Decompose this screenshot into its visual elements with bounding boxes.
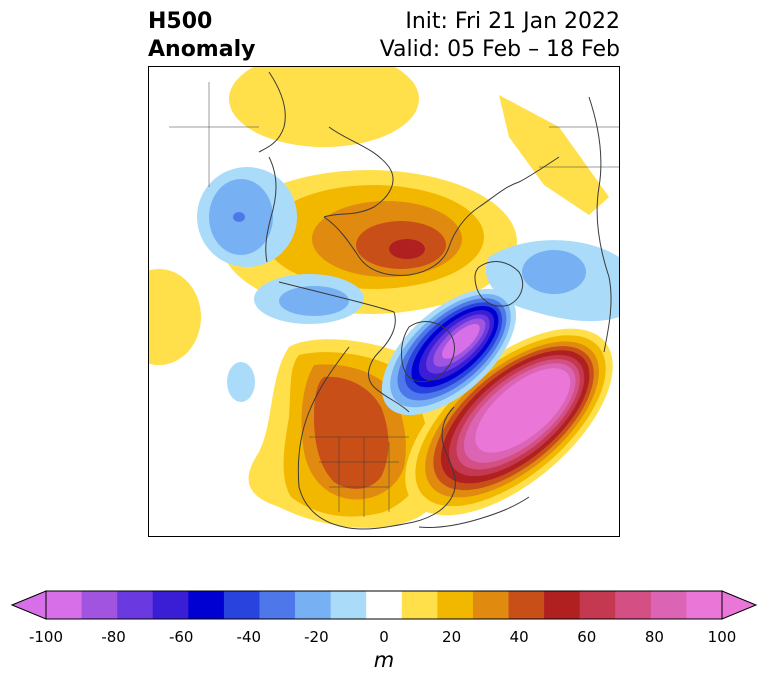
title-variable: H500 xyxy=(148,9,213,34)
colorbar-tick-label: -80 xyxy=(101,628,126,646)
colorbar-cell xyxy=(544,591,581,619)
colorbar-cell xyxy=(223,591,260,619)
anomaly-hudson-bay xyxy=(381,288,517,416)
colorbar-cell xyxy=(366,591,403,619)
colorbar-cell xyxy=(152,591,189,619)
colorbar-cell xyxy=(472,591,510,619)
na-contour-40 xyxy=(314,376,389,489)
coast-asia-west xyxy=(258,71,286,153)
anomaly-north-america xyxy=(248,339,453,528)
colorbar-cell xyxy=(81,591,118,619)
colorbar-tick-label: 60 xyxy=(577,628,597,646)
coast-na-west xyxy=(297,346,415,530)
colorbar-outline xyxy=(45,590,723,620)
colorbar-extend-max xyxy=(721,590,758,620)
coast-aleutians xyxy=(278,281,395,313)
date-info: Init: Fri 21 Jan 2022 Valid: 05 Feb – 18… xyxy=(380,8,620,64)
valid-range: Valid: 05 Feb – 18 Feb xyxy=(379,37,620,62)
colorbar-tick-label: -40 xyxy=(236,628,262,646)
init-date: Init: Fri 21 Jan 2022 xyxy=(405,9,620,34)
colorbar-cell xyxy=(401,591,438,619)
anomaly-map xyxy=(148,66,620,537)
anomaly-small-negative xyxy=(227,362,255,402)
colorbar-tick-label: -100 xyxy=(28,628,64,646)
map-svg xyxy=(149,67,619,530)
colorbar-tick-label: 100 xyxy=(707,628,737,646)
colorbar-cell xyxy=(330,591,367,619)
border-us-states xyxy=(319,437,399,517)
anomaly-atlantic xyxy=(405,328,613,516)
coast-north-europe xyxy=(448,156,560,248)
atlantic-contour-90 xyxy=(475,368,571,453)
coast-gulf xyxy=(418,496,530,528)
siberia-contour-50 xyxy=(389,239,425,259)
colorbar-cell xyxy=(508,591,545,619)
colorbar-tick-label: 20 xyxy=(442,628,462,646)
colorbar-tick-label: 40 xyxy=(509,628,529,646)
anomaly-alaska xyxy=(254,274,364,324)
colorbar-cell xyxy=(188,591,225,619)
coast-greenland xyxy=(474,261,524,307)
coast-kamchatka xyxy=(265,156,277,263)
anomaly-west-pacific xyxy=(149,269,201,365)
colorbar-tick-label: 80 xyxy=(644,628,664,646)
colorbar xyxy=(10,590,758,620)
colorbar-cell xyxy=(650,591,687,619)
coast-europe-africa xyxy=(588,96,612,353)
colorbar-cell xyxy=(46,591,83,619)
border-asia xyxy=(169,82,259,187)
colorbar-tick-label: -60 xyxy=(168,628,194,646)
colorbar-cell xyxy=(437,591,474,619)
anomaly-central-asia xyxy=(229,67,419,147)
coast-siberia xyxy=(323,126,394,218)
anomaly-fills xyxy=(149,67,619,528)
colorbar-cell xyxy=(295,591,332,619)
colorbar-cells xyxy=(10,590,758,620)
coast-hudson-bay xyxy=(401,321,455,383)
colorbar-cell xyxy=(259,591,296,619)
anomaly-northern-europe xyxy=(485,240,619,322)
pacific-contour-30 xyxy=(233,212,245,222)
colorbar-unit: m xyxy=(373,648,395,672)
hudson-contour-90 xyxy=(442,323,480,359)
coast-alaska-canada xyxy=(368,311,410,413)
anomaly-north-pacific xyxy=(197,167,297,267)
coastlines xyxy=(169,71,619,530)
anomaly-north-africa xyxy=(499,95,609,215)
colorbar-tick-label: -20 xyxy=(304,628,329,646)
title-subtitle: Anomaly xyxy=(148,37,256,62)
colorbar-cell xyxy=(686,591,723,619)
coast-na-east xyxy=(413,406,456,523)
colorbar-extend-min xyxy=(10,590,47,620)
chart-title: H500 Anomaly xyxy=(148,8,255,64)
colorbar-cell xyxy=(615,591,652,619)
alaska-contour-20 xyxy=(279,286,349,316)
europe-contour-20 xyxy=(522,250,586,294)
colorbar-tick-label: 0 xyxy=(379,628,389,646)
coast-arctic-siberia xyxy=(323,216,450,276)
colorbar-cell xyxy=(579,591,616,619)
colorbar-cell xyxy=(117,591,154,619)
